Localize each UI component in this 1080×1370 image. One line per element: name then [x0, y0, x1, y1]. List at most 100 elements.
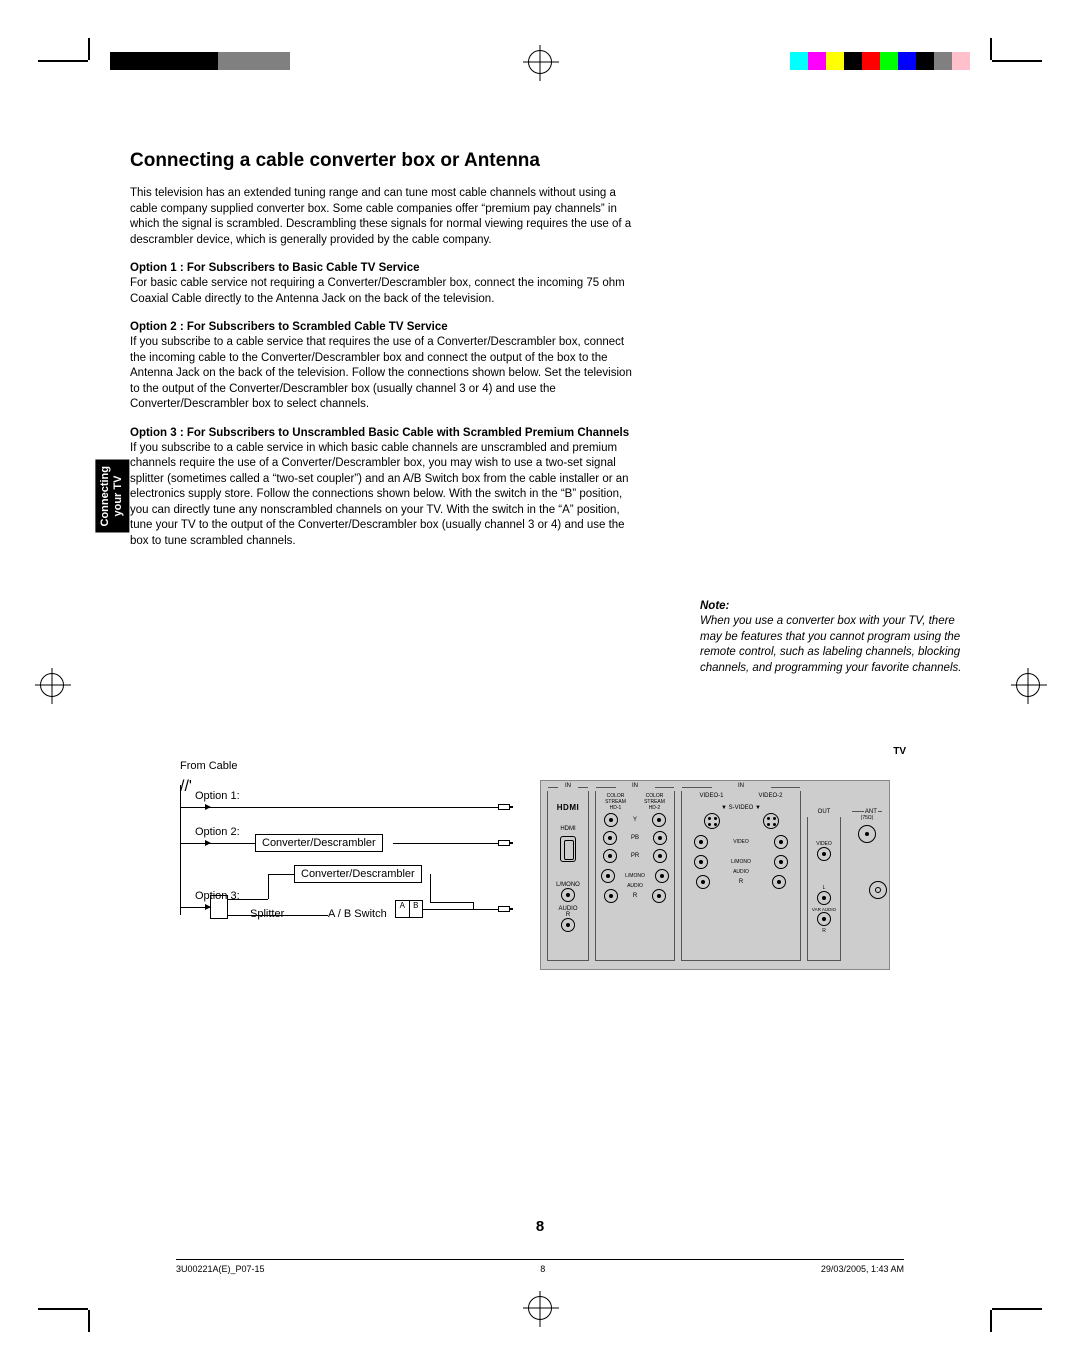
in-label: IN [596, 783, 674, 789]
color-bar-left [110, 52, 290, 70]
registration-mark-icon [528, 50, 552, 74]
note-box: Note: When you use a converter box with … [700, 600, 970, 676]
audio-jack-icon [774, 855, 788, 869]
splitter-icon [210, 895, 228, 919]
hd1-label: COLOR STREAMHD-1 [596, 793, 635, 811]
svideo-label: S-VIDEO [729, 805, 754, 811]
out-section: OUT VIDEO L VAR AUDIO R [807, 817, 841, 961]
splitter-label: Splitter [250, 908, 284, 920]
option2-body: If you subscribe to a cable service that… [130, 335, 640, 413]
component-jack-icon [653, 849, 667, 863]
wire [210, 807, 500, 808]
ant75-label: (75Ω) [847, 815, 887, 821]
page-number: 8 [536, 1218, 544, 1235]
audio-jack-icon [561, 918, 575, 932]
coax-jack-icon [869, 881, 887, 899]
tv-back-panel: IN HDMI HDMI L/MONO AUDIO R IN COLOR STR… [540, 780, 890, 970]
wire [473, 909, 500, 910]
audio-jack-icon [652, 889, 666, 903]
registration-mark-icon [40, 673, 64, 697]
wire [430, 874, 431, 902]
wire [268, 874, 294, 875]
option1-body: For basic cable service not requiring a … [130, 276, 640, 307]
plug-icon [498, 804, 510, 810]
ab-switch-icon: AB [395, 900, 423, 918]
in-label: IN [548, 783, 588, 789]
component-jack-icon [603, 849, 617, 863]
option2-label: Option 2: [195, 826, 240, 838]
ab-switch-label: A / B Switch [328, 908, 387, 920]
component-jack-icon [604, 813, 618, 827]
option1-title: Option 1 : For Subscribers to Basic Cabl… [130, 262, 640, 274]
wire [393, 843, 500, 844]
wire [180, 807, 210, 808]
wire [180, 785, 181, 915]
crop-mark [38, 60, 88, 62]
component-jack-icon [652, 813, 666, 827]
footer-right: 29/03/2005, 1:43 AM [821, 1264, 904, 1274]
pr-label: PR [631, 853, 639, 859]
crop-mark [88, 1310, 90, 1332]
footer: 3U00221A(E)_P07-15 8 29/03/2005, 1:43 AM [176, 1259, 904, 1274]
wire [448, 902, 473, 903]
plug-icon [498, 906, 510, 912]
crop-mark [990, 38, 992, 60]
video1-label: VIDEO-1 [699, 793, 723, 799]
svideo-jack-icon [763, 813, 779, 829]
plug-icon [498, 840, 510, 846]
r-label: R [739, 879, 743, 885]
video-jack-icon [694, 835, 708, 849]
hd2-label: COLOR STREAMHD-2 [635, 793, 674, 811]
wire [180, 843, 210, 844]
wire [268, 874, 269, 899]
option2-title: Option 2 : For Subscribers to Scrambled … [130, 321, 640, 333]
hdmi-logo-icon: HDMI [548, 803, 588, 812]
converter-box-2: Converter/Descrambler [294, 865, 422, 883]
option1-label: Option 1: [195, 790, 240, 802]
pb-label: PB [631, 835, 639, 841]
crop-mark [88, 38, 90, 60]
option2-row: Option 2: [195, 826, 240, 838]
option1-row: Option 1: [195, 790, 240, 802]
video-jack-icon [774, 835, 788, 849]
option3-title: Option 3 : For Subscribers to Unscramble… [130, 427, 640, 439]
crop-mark [38, 1308, 88, 1310]
svideo-jack-icon [704, 813, 720, 829]
registration-mark-icon [528, 1296, 552, 1320]
footer-center: 8 [540, 1264, 545, 1274]
video-jack-icon [817, 847, 831, 861]
footer-left: 3U00221A(E)_P07-15 [176, 1264, 265, 1274]
wire [430, 902, 448, 903]
audio-jack-icon [561, 888, 575, 902]
ant-section: ANT (75Ω) [847, 809, 887, 845]
wire [423, 909, 473, 910]
hdmi-label: HDMI [548, 826, 588, 832]
hdmi-port-icon [560, 836, 576, 862]
wire [210, 843, 255, 844]
from-cable-label: From Cable [180, 760, 910, 772]
ant-jack-icon [858, 825, 876, 843]
video2-label: VIDEO-2 [758, 793, 782, 799]
left-column: This television has an extended tuning r… [130, 186, 640, 549]
crop-mark [992, 60, 1042, 62]
audio-jack-icon [696, 875, 710, 889]
audio-jack-icon [604, 889, 618, 903]
hdmi-section: IN HDMI HDMI L/MONO AUDIO R [547, 791, 589, 961]
color-bar-right [790, 52, 970, 70]
section-tab: Connectingyour TV [95, 460, 129, 533]
audio-jack-icon [601, 869, 615, 883]
r-label: R [808, 928, 840, 934]
wire [228, 899, 268, 900]
page-content: Connectingyour TV Connecting a cable con… [130, 150, 950, 563]
out-label: OUT [808, 809, 840, 815]
audio-jack-icon [772, 875, 786, 889]
video-label: VIDEO [733, 839, 749, 845]
audio-jack-icon [817, 912, 831, 926]
intro-para: This television has an extended tuning r… [130, 186, 640, 248]
connection-diagram: From Cable Option 1: Option 2: Converter… [180, 760, 910, 990]
page-title: Connecting a cable converter box or Ante… [130, 150, 950, 172]
crop-mark [992, 1308, 1042, 1310]
r-label: R [633, 893, 637, 899]
in-label: IN [682, 783, 800, 789]
video-section: IN VIDEO-1 VIDEO-2 ▼ S-VIDEO ▼ VIDEO L/M… [681, 791, 801, 961]
